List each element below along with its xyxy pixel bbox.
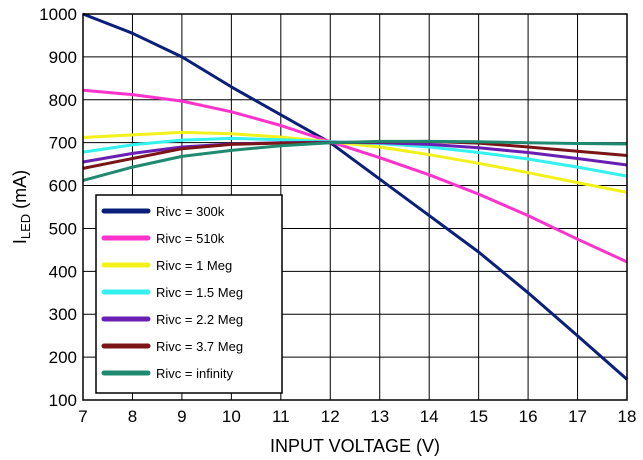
y-tick-label: 300 [49,305,77,324]
x-tick-label: 13 [370,407,389,426]
legend-entry-label: Rivc = 1 Meg [156,258,232,273]
y-tick-label: 900 [49,48,77,67]
legend-entry-label: Rivc = 510k [156,231,225,246]
x-tick-label: 10 [222,407,241,426]
y-tick-label: 600 [49,177,77,196]
y-tick-label: 800 [49,91,77,110]
y-tick-label: 200 [49,348,77,367]
legend: Rivc = 300k Rivc = 510k Rivc = 1 Meg Rivc =… [95,194,283,394]
x-tick-label: 16 [519,407,538,426]
x-tick-label: 8 [128,407,137,426]
legend-entry-label: Rivc = 2.2 Meg [156,312,243,327]
plot-frame [82,13,628,401]
series-line [82,12,628,381]
series-lines [82,12,628,381]
x-tick-label: 18 [618,407,637,426]
x-tick-label: 7 [78,407,87,426]
y-axis-label-unit: (mA) [10,170,30,214]
legend-entry-label: Rivc = infinity [156,366,233,381]
x-axis-label: INPUT VOLTAGE (V) [270,436,440,456]
y-tick-label: 400 [49,262,77,281]
x-tick-label: 14 [420,407,439,426]
y-tick-label: 700 [49,134,77,153]
x-tick-label: 9 [177,407,186,426]
x-tick-labels: 7 8 9 10 11 12 13 14 15 16 17 18 [78,407,636,426]
x-tick-label: 15 [469,407,488,426]
x-tick-label: 12 [321,407,340,426]
x-tick-label: 11 [272,407,290,426]
y-tick-label: 1000 [39,5,77,24]
legend-entry-label: Rivc = 1.5 Meg [156,285,243,300]
legend-entry-label: Rivc = 3.7 Meg [156,339,243,354]
series-line [82,139,628,182]
y-tick-label: 100 [49,391,77,410]
legend-entry-label: Rivc = 300k [156,204,225,219]
x-tick-label: 17 [568,407,587,426]
y-axis-label-sub: LED [18,214,33,239]
y-tick-label: 500 [49,219,77,238]
y-axis-label-main: I [10,239,30,244]
y-axis-label: ILED (mA) [10,170,33,244]
series-line [82,130,628,194]
y-tick-labels: 100 200 300 400 500 600 700 800 900 1000 [39,5,77,410]
series-line [82,88,628,264]
